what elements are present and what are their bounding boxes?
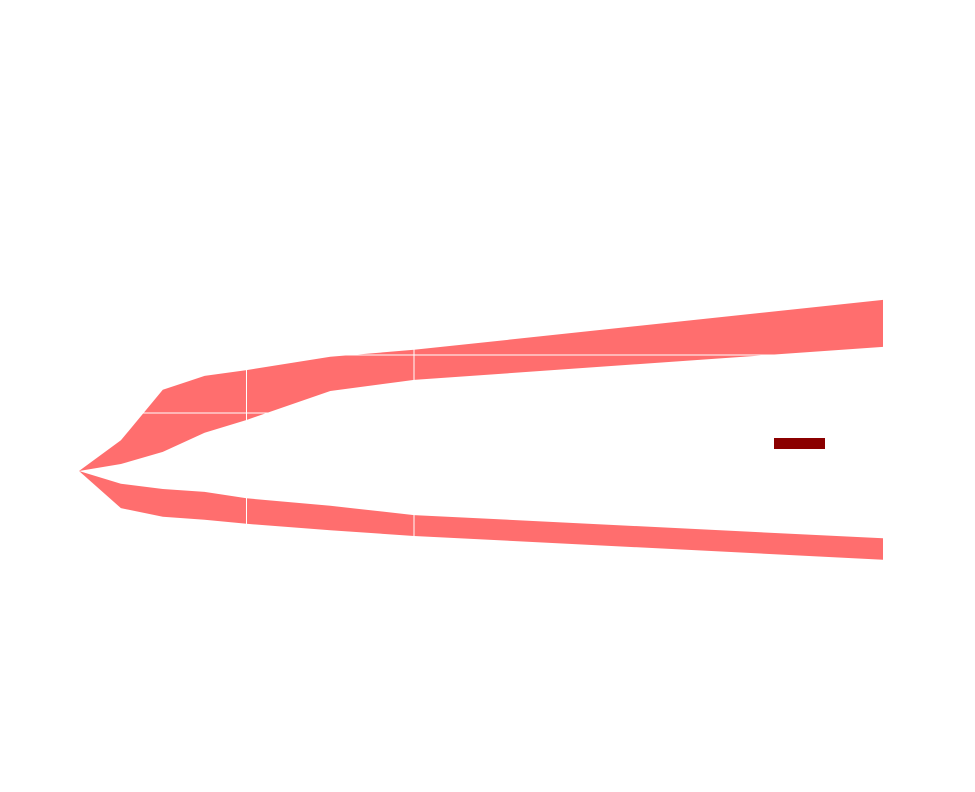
legend-swatch — [774, 438, 825, 449]
band — [79, 299, 883, 471]
band — [79, 471, 883, 560]
